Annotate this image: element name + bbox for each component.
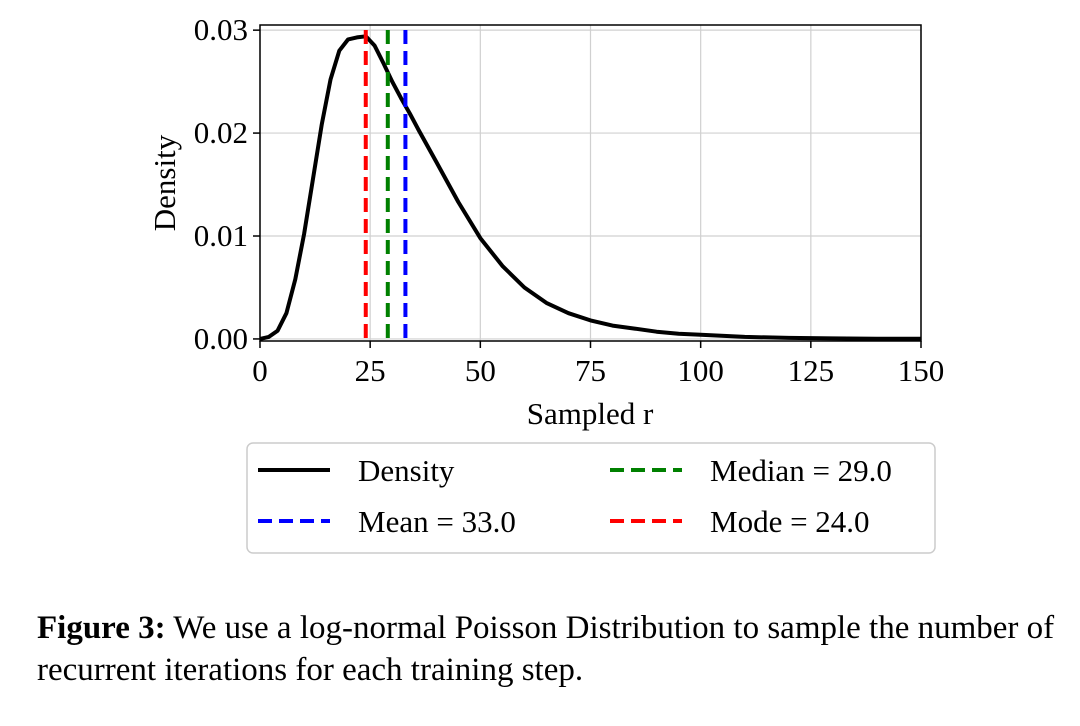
y-tick-label: 0.01 <box>194 218 248 253</box>
legend-item: Mean = 33.0 <box>258 504 516 539</box>
x-tick-label: 125 <box>788 353 835 388</box>
x-tick-label: 0 <box>252 353 268 388</box>
plot-area <box>259 30 922 341</box>
axis-ticks: 0 25 50 75 100 125 150 0.00 0.01 0.02 0.03 <box>194 12 945 388</box>
density-curve <box>259 34 922 341</box>
x-tick-label: 50 <box>465 353 496 388</box>
grid <box>259 25 922 341</box>
y-axis-label: Density <box>147 134 182 231</box>
figure-caption: Figure 3: We use a log-normal Poisson Di… <box>37 607 1067 691</box>
legend-item: Median = 29.0 <box>610 453 892 488</box>
legend-label: Mean = 33.0 <box>358 504 516 539</box>
x-tick-label: 100 <box>677 353 724 388</box>
y-tick-label: 0.00 <box>194 321 248 356</box>
legend-item: Density <box>258 453 455 488</box>
x-tick-label: 150 <box>898 353 945 388</box>
legend-label: Median = 29.0 <box>710 453 892 488</box>
x-tick-label: 75 <box>575 353 606 388</box>
x-axis-label: Sampled r <box>527 396 654 431</box>
caption-text: We use a log-normal Poisson Distribution… <box>37 610 1055 688</box>
x-tick-label: 25 <box>355 353 386 388</box>
legend-label: Density <box>358 453 455 488</box>
density-chart: 0 25 50 75 100 125 150 0.00 0.01 0.02 0.03 Sampled… <box>147 12 945 554</box>
legend-item: Mode = 24.0 <box>610 504 870 539</box>
legend-label: Mode = 24.0 <box>710 504 870 539</box>
caption-label: Figure 3: <box>37 610 166 646</box>
y-tick-label: 0.03 <box>194 12 248 47</box>
y-tick-label: 0.02 <box>194 115 248 150</box>
legend-frame <box>246 442 936 554</box>
legend: Density Mean = 33.0 Median = 29.0 Mode = 24… <box>246 442 936 554</box>
